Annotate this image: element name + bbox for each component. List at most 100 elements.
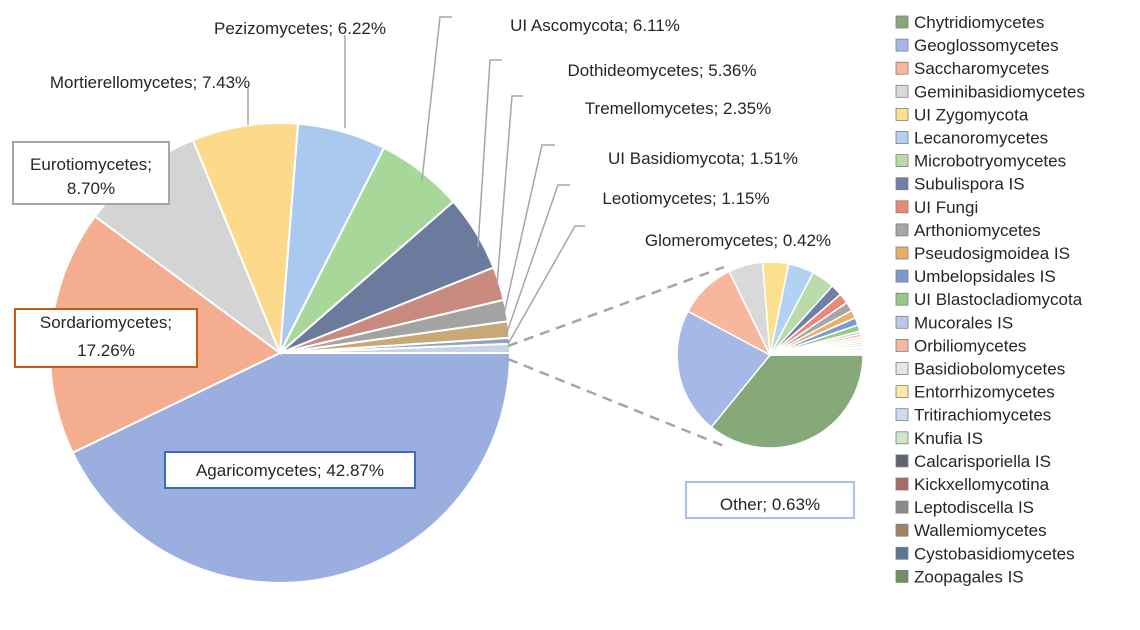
legend-label: Leptodiscella IS	[914, 498, 1034, 517]
legend-swatch	[895, 108, 909, 121]
callout-label-pezizomycetes: Pezizomycetes; 6.22%	[214, 19, 386, 38]
callout-box-agaricomycetes	[164, 451, 416, 489]
legend-item-tritirachiomycetes: Tritirachiomycetes	[895, 406, 1051, 425]
callout-labels: Agaricomycetes; 42.87% Sordariomycetes; 17…	[12, 16, 855, 519]
legend-item-ui-blastocladiomycota: UI Blastocladiomycota	[895, 290, 1083, 309]
legend-item-leptodiscella-is: Leptodiscella IS	[895, 498, 1034, 517]
callout-label-mortierellomycetes: Mortierellomycetes; 7.43%	[50, 73, 250, 92]
legend-label: Tritirachiomycetes	[914, 406, 1051, 425]
slice-other	[279, 342, 512, 354]
legend-label: Saccharomycetes	[914, 59, 1049, 78]
legend-item-zoopagales-is: Zoopagales IS	[895, 567, 1024, 586]
legend-label: Arthoniomycetes	[914, 221, 1041, 240]
legend-label: UI Zygomycota	[914, 105, 1029, 124]
legend-swatch	[895, 15, 909, 29]
legend-swatch	[895, 292, 909, 306]
legend-item-entorrhizomycetes: Entorrhizomycetes	[895, 383, 1055, 402]
legend-swatch	[895, 38, 909, 52]
legend-label: Wallemiomycetes	[914, 521, 1047, 540]
legend-swatch	[895, 269, 909, 283]
legend-swatch	[895, 315, 909, 329]
legend-item-saccharomycetes: Saccharomycetes	[895, 59, 1049, 78]
legend-swatch	[895, 546, 909, 560]
legend-swatch	[895, 246, 909, 260]
legend-swatch	[895, 523, 909, 537]
legend-item-geoglossomycetes: Geoglossomycetes	[895, 36, 1059, 55]
callout-label-eurotiomycetes: Eurotiomycetes; 8.70%	[30, 155, 152, 198]
legend-label: Cystobasidiomycetes	[914, 544, 1075, 563]
callout-label-glomeromycetes: Glomeromycetes; 0.42%	[645, 231, 831, 250]
legend-label: UI Blastocladiomycota	[914, 290, 1083, 309]
legend-label: Zoopagales IS	[914, 567, 1024, 586]
connector-bottom	[507, 357, 725, 448]
legend-item-geminibasidiomycetes: Geminibasidiomycetes	[895, 82, 1085, 101]
sub-slice-geoglossomycetes	[676, 310, 772, 429]
legend-swatch	[895, 477, 909, 491]
legend-swatch	[895, 200, 909, 214]
callout-label-agaricomycetes: Agaricomycetes; 42.87%	[196, 461, 384, 480]
slice-mortierellomycetes	[191, 122, 300, 354]
legend-swatch	[895, 500, 909, 514]
legend-item-orbiliomycetes: Orbiliomycetes	[895, 336, 1026, 355]
connector-top	[507, 265, 725, 348]
legend-label: Knufia IS	[914, 429, 983, 448]
legend-item-microbotryomycetes: Microbotryomycetes	[895, 152, 1066, 171]
legend-swatch	[895, 61, 909, 75]
leader-line-ui-basidiomycota	[503, 144, 555, 315]
legend-label: Lecanoromycetes	[914, 129, 1048, 148]
legend-item-subulispora-is: Subulispora IS	[895, 175, 1025, 194]
legend-swatch	[895, 154, 909, 168]
legend-label: Mucorales IS	[914, 313, 1013, 332]
legend-label: Orbiliomycetes	[914, 336, 1026, 355]
callout-label-ui-ascomycota: UI Ascomycota; 6.11%	[510, 16, 680, 35]
legend-item-ui-fungi: UI Fungi	[895, 198, 978, 217]
legend-item-lecanoromycetes: Lecanoromycetes	[895, 129, 1048, 148]
legend-swatch	[895, 177, 909, 191]
callout-box-sordariomycetes	[14, 308, 198, 368]
legend-swatch	[895, 131, 909, 144]
callout-label-other: Other; 0.63%	[720, 495, 820, 514]
sub-slice-chytridiomycetes	[710, 354, 864, 449]
legend-swatch	[895, 223, 909, 237]
legend-swatch	[895, 408, 909, 422]
legend-label: Umbelopsidales IS	[914, 267, 1056, 286]
legend-label: Subulispora IS	[914, 175, 1025, 194]
legend-item-wallemiomycetes: Wallemiomycetes	[895, 521, 1047, 540]
leader-line-dothideomycetes	[477, 59, 502, 248]
legend-item-knufia-is: Knufia IS	[895, 429, 983, 448]
leader-line-glomeromycetes	[507, 225, 585, 345]
secondary-pie	[676, 261, 864, 449]
legend-label: Basidiobolomycetes	[914, 360, 1065, 379]
legend-item-cystobasidiomycetes: Cystobasidiomycetes	[895, 544, 1075, 563]
callout-label-sordariomycetes: Sordariomycetes; 17.26%	[40, 313, 172, 360]
pie-connector-lines	[507, 265, 725, 448]
legend-label: Pseudosigmoidea IS	[914, 244, 1070, 263]
legend-swatch	[895, 570, 909, 583]
legend-label: UI Fungi	[914, 198, 978, 217]
callout-label-leotiomycetes: Leotiomycetes; 1.15%	[602, 189, 769, 208]
legend-label: Calcarisporiella IS	[914, 452, 1051, 471]
legend-label: Entorrhizomycetes	[914, 383, 1055, 402]
legend-swatch	[895, 431, 909, 445]
legend-item-pseudosigmoidea-is: Pseudosigmoidea IS	[895, 244, 1070, 263]
legend-label: Geminibasidiomycetes	[914, 82, 1085, 101]
callout-label-tremellomycetes: Tremellomycetes; 2.35%	[585, 99, 771, 118]
legend-item-arthoniomycetes: Arthoniomycetes	[895, 221, 1041, 240]
legend-item-chytridiomycetes: Chytridiomycetes	[895, 13, 1044, 32]
legend-swatch	[895, 385, 909, 399]
callout-label-dothideomycetes: Dothideomycetes; 5.36%	[568, 61, 757, 80]
legend-item-ui-zygomycota: UI Zygomycota	[895, 105, 1029, 124]
legend-swatch	[895, 454, 909, 468]
legend-label: Microbotryomycetes	[914, 152, 1066, 171]
legend-item-basidiobolomycetes: Basidiobolomycetes	[895, 360, 1065, 379]
leader-line-tremellomycetes	[496, 95, 523, 286]
legend-item-umbelopsidales-is: Umbelopsidales IS	[895, 267, 1056, 286]
callout-label-ui-basidiomycota: UI Basidiomycota; 1.51%	[608, 149, 798, 168]
leader-line-ui-ascomycota	[421, 16, 452, 181]
callout-box-other	[685, 481, 855, 519]
legend-label: Chytridiomycetes	[914, 13, 1044, 32]
legend-label: Geoglossomycetes	[914, 36, 1059, 55]
legend-item-calcarisporiella-is: Calcarisporiella IS	[895, 452, 1051, 471]
sub-slice-zoopagales-is	[769, 353, 864, 356]
